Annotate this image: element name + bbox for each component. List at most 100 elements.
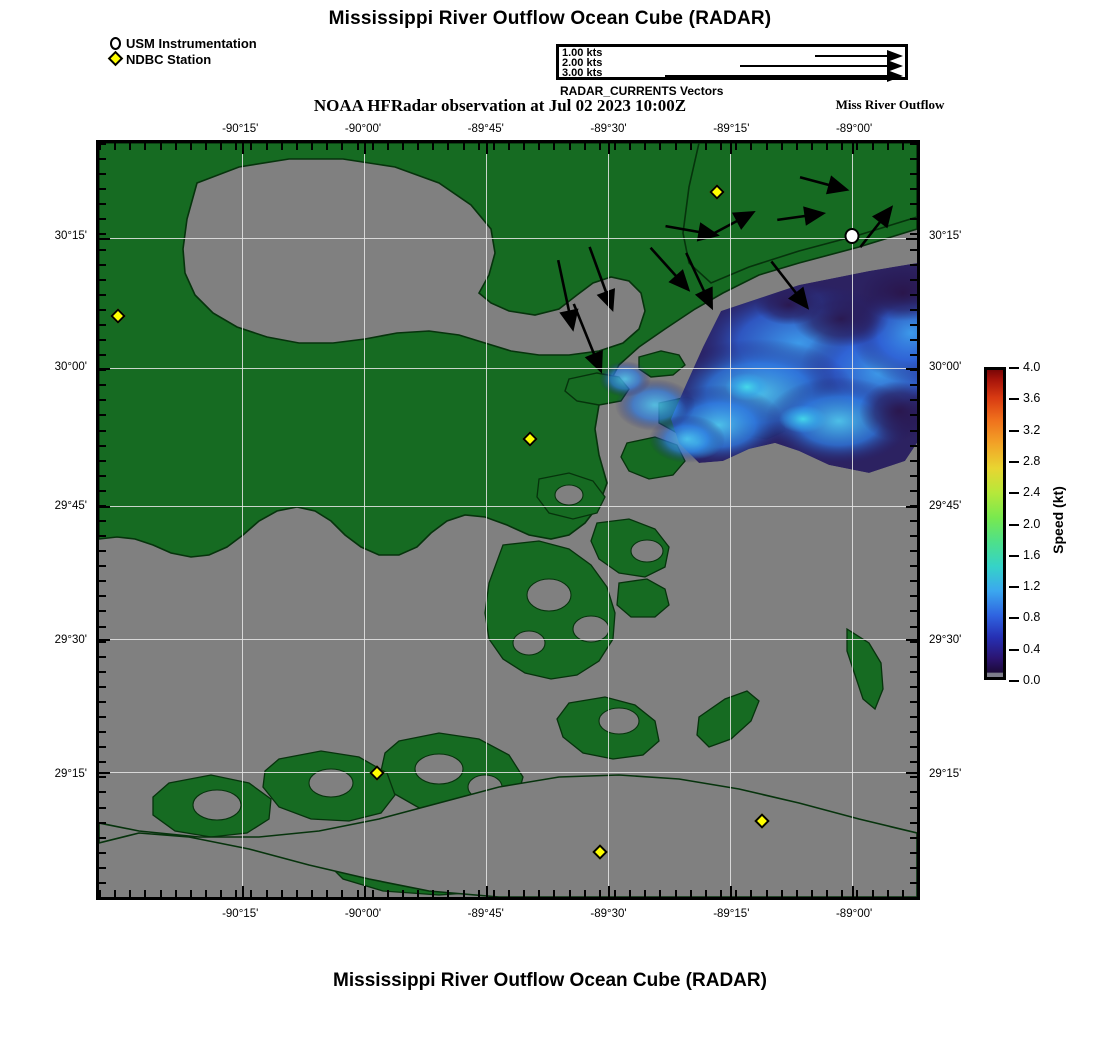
axis-tick-y (99, 595, 106, 598)
axis-tick-y (910, 806, 917, 809)
axis-tick-x (432, 143, 435, 150)
axis-tick-y (99, 716, 106, 719)
vector-arrowhead-1 (887, 50, 903, 62)
axis-tick-y (99, 444, 106, 447)
y-axis-label-right: 29°15' (929, 767, 962, 780)
axis-tick-y (99, 218, 106, 221)
axis-tick-y (99, 625, 106, 628)
colorbar-gradient (984, 367, 1006, 680)
colorbar-tick-label: 1.6 (1023, 547, 1041, 562)
axis-tick-y (910, 761, 917, 764)
colorbar-tick (1009, 586, 1019, 589)
colorbar-tick (1009, 367, 1019, 369)
axis-tick-x (735, 890, 738, 897)
vector-scale-label-2: 2.00 kts (562, 57, 603, 69)
colorbar-tick (1009, 617, 1019, 620)
axis-tick-x-major (364, 143, 367, 154)
x-axis-label-top: -90°00' (344, 123, 382, 135)
axis-tick-y (99, 731, 106, 734)
map-canvas[interactable] (96, 140, 920, 900)
axis-tick-x (144, 890, 147, 897)
vector-legend-caption: RADAR_CURRENTS Vectors (560, 84, 724, 98)
axis-tick-y (910, 339, 917, 342)
map-geometry (99, 143, 917, 897)
y-axis-label-right: 30°00' (929, 361, 962, 374)
axis-tick-y (910, 504, 917, 507)
colorbar-title: Speed (kt) (1050, 486, 1066, 554)
colorbar-tick (1009, 523, 1019, 526)
axis-tick-x (99, 143, 101, 150)
axis-tick-x (523, 143, 526, 150)
axis-tick-y-major (906, 639, 917, 642)
axis-tick-x (205, 890, 208, 897)
axis-tick-x (220, 890, 223, 897)
legend-label-usm: USM Instrumentation (126, 36, 257, 51)
axis-tick-y (910, 474, 917, 477)
axis-tick-x (538, 890, 541, 897)
axis-tick-y (910, 203, 917, 206)
axis-tick-y (910, 685, 917, 688)
colorbar-tick (1009, 648, 1019, 651)
colorbar-tick (1009, 398, 1019, 401)
y-axis-label-left: 29°15' (54, 767, 87, 780)
axis-tick-x (674, 890, 677, 897)
axis-tick-y-major (906, 506, 917, 509)
axis-tick-x (841, 890, 844, 897)
x-axis-label-bottom: -90°15' (222, 908, 259, 920)
axis-tick-y (910, 550, 917, 553)
axis-tick-y (910, 459, 917, 462)
axis-tick-x (341, 890, 344, 897)
axis-tick-y (99, 323, 106, 326)
vector-scale-row-3: 3.00 kts (559, 68, 905, 82)
axis-tick-x (235, 890, 238, 897)
colorbar-tick-label: 1.2 (1023, 579, 1041, 594)
axis-tick-y (910, 776, 917, 779)
axis-tick-y (910, 791, 917, 794)
axis-tick-y (99, 188, 106, 191)
axis-tick-y (99, 565, 106, 568)
axis-tick-x (492, 143, 495, 150)
axis-tick-x (129, 143, 132, 150)
axis-tick-x (553, 143, 556, 150)
axis-tick-x (250, 143, 253, 150)
axis-tick-x (841, 143, 844, 150)
axis-tick-x (295, 143, 298, 150)
axis-tick-y (99, 640, 106, 643)
axis-tick-y (910, 655, 917, 658)
axis-tick-y (99, 203, 106, 206)
axis-tick-x (174, 890, 177, 897)
axis-tick-y-major (99, 771, 110, 774)
axis-tick-y-major (906, 771, 917, 774)
axis-tick-x (326, 890, 329, 897)
legend-item-ndbc: NDBC Station (107, 50, 257, 68)
x-axis-label-top: -90°15' (222, 123, 259, 135)
axis-tick-x (356, 890, 359, 897)
x-axis-label-bottom: -90°00' (344, 908, 382, 920)
axis-tick-y (99, 535, 106, 538)
axis-tick-x (371, 890, 374, 897)
usm-instrumentation-marker[interactable] (844, 228, 860, 245)
colorbar-tick-label: 4.0 (1023, 360, 1041, 374)
colorbar-tick-label: 2.8 (1023, 453, 1041, 468)
axis-tick-y (99, 429, 106, 432)
y-axis-label-right: 29°30' (929, 634, 962, 647)
axis-tick-y (99, 776, 106, 779)
circle-marker-icon (108, 36, 126, 52)
current-vector-arrows (556, 175, 894, 374)
axis-tick-y-major (99, 368, 110, 371)
axis-tick-y (99, 459, 106, 462)
colorbar-tick-label: 0.0 (1023, 673, 1041, 687)
axis-tick-y (910, 489, 917, 492)
axis-tick-y (910, 143, 917, 145)
axis-tick-x (462, 143, 465, 150)
axis-tick-x-major (607, 143, 610, 154)
axis-tick-y (910, 716, 917, 719)
gridline-v (607, 143, 609, 897)
x-axis-label-top: -89°15' (713, 123, 750, 135)
footer-title: Mississippi River Outflow Ocean Cube (RA… (333, 970, 767, 991)
axis-tick-x (704, 890, 707, 897)
axis-tick-x (856, 143, 859, 150)
axis-tick-x (886, 143, 889, 150)
axis-tick-y (910, 565, 917, 568)
axis-tick-y (99, 489, 106, 492)
